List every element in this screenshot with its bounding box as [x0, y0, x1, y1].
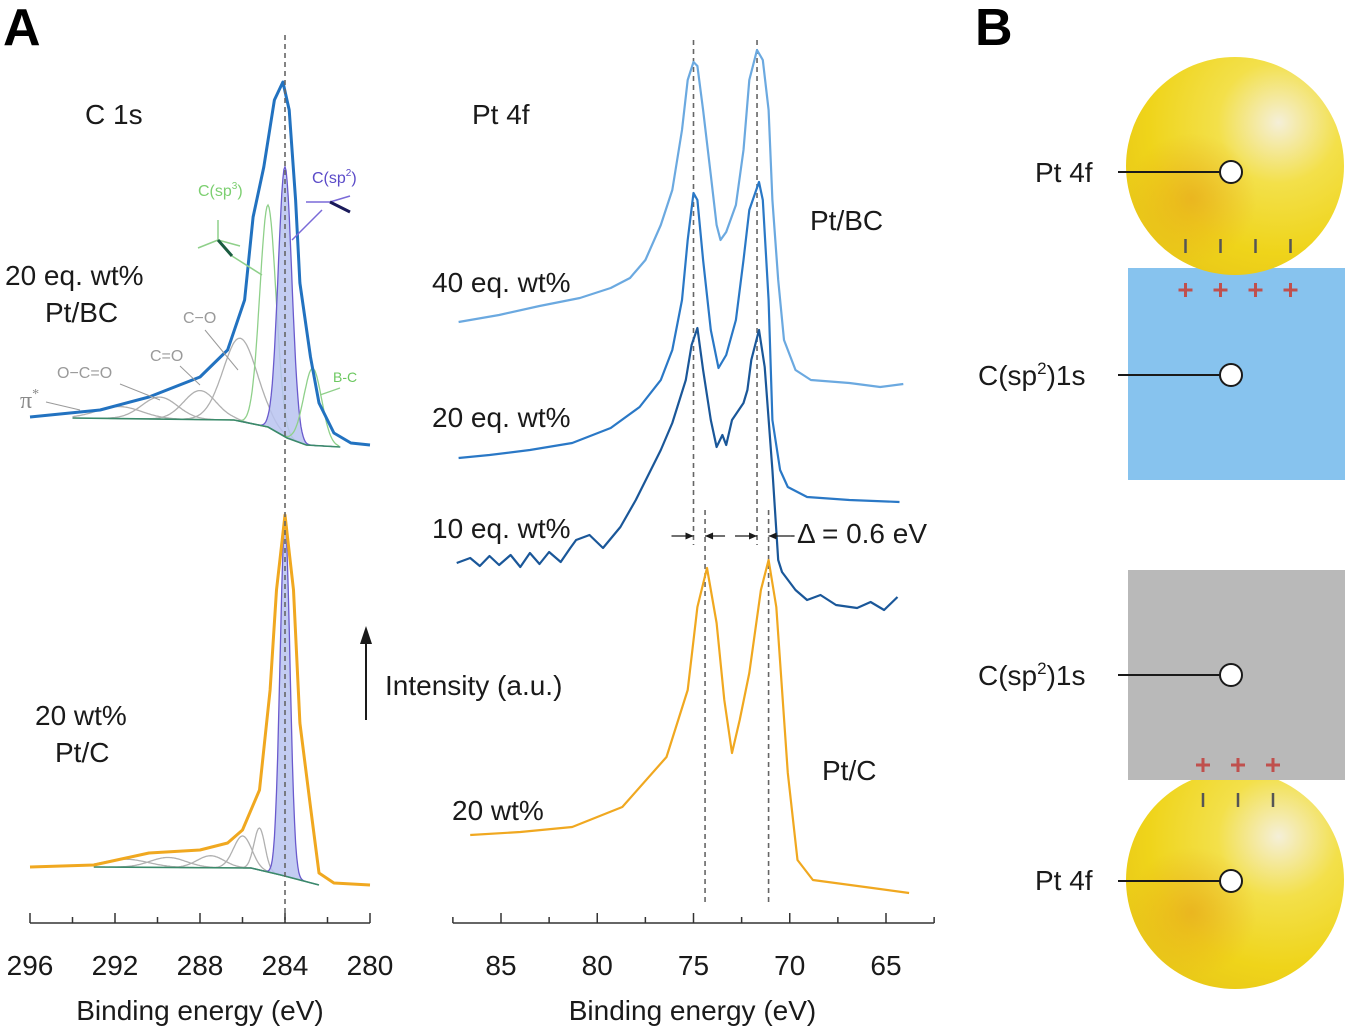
panel-letter-a: A	[3, 0, 41, 57]
intensity-axis-indicator: Intensity (a.u.)	[360, 626, 562, 720]
positive-charge-icon	[1248, 283, 1263, 297]
pt4f-panel: 85 80 75 70 65 Binding energy (eV) Pt 4f Pt/B…	[432, 40, 935, 1026]
probe-circle-pt4f-bottom	[1219, 869, 1243, 893]
pt4f-tick-label: 70	[774, 950, 805, 981]
c1s-series-label-ptbc-1: 20 eq. wt%	[5, 260, 144, 291]
positive-charge-icon	[1213, 283, 1228, 297]
series-label-20wt: 20 wt%	[452, 795, 544, 826]
positive-charge-icon	[1178, 283, 1193, 297]
shift-arrowhead-icon	[768, 532, 777, 540]
positive-charge-icon	[1196, 758, 1210, 772]
probe-circle-pt4f-top	[1219, 160, 1243, 184]
pt4f-series-0	[458, 48, 904, 389]
interface-charges-bottom	[1196, 758, 1280, 807]
c1s-title: C 1s	[85, 99, 143, 130]
component-leader-lines	[45, 329, 239, 411]
c1s-tick-label: 284	[262, 950, 309, 981]
probe-circle-c1s-top	[1219, 363, 1243, 387]
label-c-o: C−O	[183, 310, 216, 327]
pt4f-tick-label: 65	[870, 950, 901, 981]
pt4f-title: Pt 4f	[472, 99, 530, 130]
c1s-series-label-ptc-2: Pt/C	[55, 737, 109, 768]
intensity-arrow-icon	[360, 626, 372, 644]
pt4f-axis-title: Binding energy (eV)	[569, 995, 816, 1026]
pt4f-series-1	[458, 180, 900, 504]
positive-charge-icon	[1266, 758, 1280, 772]
c1s-tick-label: 296	[7, 950, 54, 981]
c1s-sp2-fill	[249, 521, 318, 885]
pt4f-reference-lines	[692, 40, 770, 905]
c1s-series-label-ptc-1: 20 wt%	[35, 700, 127, 731]
c1s-tick-label: 292	[92, 950, 139, 981]
pt4f-x-axis: 85 80 75 70 65 Binding energy (eV)	[452, 913, 935, 1026]
label-o-c-double-o: O−C=O	[57, 365, 112, 382]
label-pt4f-bottom: Pt 4f	[1035, 865, 1093, 896]
pt4f-series-2	[456, 326, 899, 612]
c1s-series-pt-c	[29, 513, 371, 887]
pt4f-series-3	[470, 558, 910, 895]
c1s-axis-title: Binding energy (eV)	[76, 995, 323, 1026]
pt4f-curves	[456, 48, 910, 895]
schematic-panel: Pt 4f C(sp2)1s C(sp2)1s Pt 4f	[978, 57, 1345, 989]
c1s-background-line	[72, 417, 341, 448]
label-pt4f-top: Pt 4f	[1035, 157, 1093, 188]
series-label-10eq: 10 eq. wt%	[432, 513, 571, 544]
c1s-tick-label: 280	[347, 950, 394, 981]
series-label-20eq: 20 eq. wt%	[432, 402, 571, 433]
shift-arrowhead-icon	[705, 532, 714, 540]
shift-arrows	[671, 532, 795, 540]
series-label-40eq: 40 eq. wt%	[432, 267, 571, 298]
c1s-series-label-ptbc-2: Pt/BC	[45, 297, 118, 328]
label-c-sp2: C(sp2)	[312, 168, 357, 187]
pt4f-tick-label: 80	[582, 950, 613, 981]
shift-arrowhead-icon	[685, 532, 694, 540]
label-c1s-bottom: C(sp2)1s	[978, 659, 1086, 691]
c1s-background-line	[93, 866, 320, 886]
c1s-component-minor	[72, 396, 287, 438]
interface-charges-top	[1178, 239, 1298, 297]
probe-circle-c1s-bottom	[1219, 663, 1243, 687]
positive-charge-icon	[1283, 283, 1298, 297]
label-c-sp3: C(sp3)	[198, 181, 243, 200]
group-label-pt-c: Pt/C	[822, 755, 876, 786]
pt4f-tick-label: 85	[485, 950, 516, 981]
panel-letter-b: B	[975, 0, 1013, 57]
label-pi-star: π*	[20, 387, 39, 414]
pt4f-tick-label: 75	[678, 950, 709, 981]
sp3-molecule-icon	[197, 220, 263, 276]
c1s-tick-label: 288	[177, 950, 224, 981]
c1s-x-axis: 296 292 288 284 280 Binding energy (eV)	[7, 913, 394, 1026]
label-c1s-top: C(sp2)1s	[978, 359, 1086, 391]
shift-annotation: Δ = 0.6 eV	[797, 518, 927, 549]
label-b-c: B-C	[333, 369, 357, 385]
b-c-leader-line	[319, 387, 341, 396]
c1s-curves	[29, 80, 371, 887]
shift-arrowhead-icon	[749, 532, 758, 540]
sp2-molecule-icon	[291, 195, 351, 241]
positive-charge-icon	[1231, 758, 1245, 772]
c1s-series-pt-bc	[29, 80, 371, 447]
y-axis-label: Intensity (a.u.)	[385, 670, 562, 701]
group-label-pt-bc: Pt/BC	[810, 205, 883, 236]
label-c-double-o: C=O	[150, 348, 183, 365]
